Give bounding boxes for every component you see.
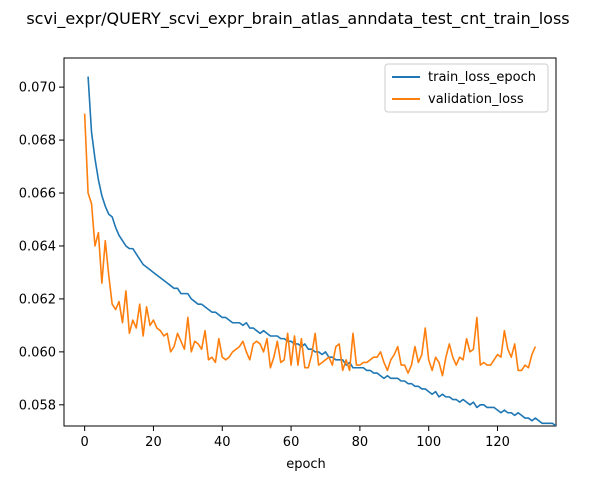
series-lines [83,76,556,426]
series-line-validation-loss [83,113,537,377]
x-tick-label: 80 [352,435,369,450]
y-tick-label: 0.070 [19,81,56,96]
y-tick-label: 0.060 [19,345,56,360]
x-tick-label: 100 [416,435,441,450]
plot-area: 0 20 40 60 80 100 120 0.058 0.060 0.062 0.064 0.06… [19,57,557,450]
x-tick-label: 60 [283,435,300,450]
y-tick-label: 0.068 [19,134,56,149]
legend-label-validation-loss: validation_loss [428,92,524,107]
y-axis: 0.058 0.060 0.062 0.064 0.066 0.068 0.070 [19,81,64,413]
plot-frame [63,57,557,427]
legend-label-train-loss-epoch: train_loss_epoch [428,70,536,85]
x-tick-label: 40 [214,435,231,450]
y-tick-label: 0.066 [19,187,56,202]
x-tick-label: 20 [145,435,162,450]
legend: train_loss_epoch validation_loss [384,63,549,113]
x-axis-label: epoch [286,457,326,472]
y-tick-label: 0.058 [19,398,56,413]
chart-title: scvi_expr/QUERY_scvi_expr_brain_atlas_an… [26,9,569,29]
x-tick-label: 120 [485,435,510,450]
series-line-train-loss-epoch [87,76,556,426]
legend-box [384,63,549,113]
x-axis: 0 20 40 60 80 100 120 [81,426,510,450]
y-tick-label: 0.064 [19,239,56,254]
x-tick-label: 0 [81,435,89,450]
y-tick-label: 0.062 [19,292,56,307]
